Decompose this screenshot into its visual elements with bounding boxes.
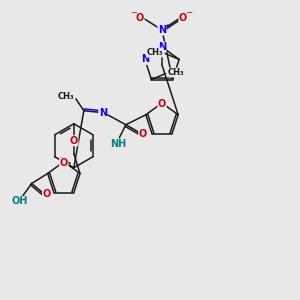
Text: N: N bbox=[158, 42, 166, 52]
Text: O: O bbox=[136, 13, 144, 23]
Text: OH: OH bbox=[11, 196, 28, 206]
Text: CH₃: CH₃ bbox=[167, 68, 184, 77]
Text: −: − bbox=[185, 8, 193, 17]
Text: CH₃: CH₃ bbox=[146, 48, 163, 57]
Text: O: O bbox=[179, 13, 187, 23]
Text: N: N bbox=[158, 25, 166, 35]
Text: O: O bbox=[43, 190, 51, 200]
Text: O: O bbox=[60, 158, 68, 168]
Text: N: N bbox=[99, 108, 107, 118]
Text: CH₃: CH₃ bbox=[57, 92, 74, 101]
Text: −: − bbox=[130, 8, 137, 17]
Text: O: O bbox=[139, 129, 147, 139]
Text: N: N bbox=[141, 54, 149, 64]
Text: NH: NH bbox=[110, 139, 126, 149]
Text: +: + bbox=[164, 23, 170, 29]
Text: O: O bbox=[70, 136, 78, 146]
Text: O: O bbox=[158, 99, 166, 109]
